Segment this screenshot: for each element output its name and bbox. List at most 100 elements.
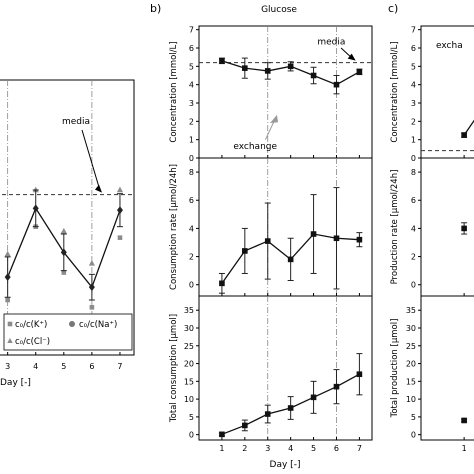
y-tick-label: 8: [411, 168, 416, 177]
legend-marker-cl: [7, 338, 13, 343]
mean-point: [32, 204, 39, 213]
data-line: [463, 119, 474, 136]
data-point: [310, 231, 317, 237]
x-tick-label: 5: [61, 362, 66, 371]
y-tick-label: 15: [406, 377, 416, 386]
y-tick-label: 7: [411, 26, 416, 35]
media-annotation: media: [317, 37, 345, 47]
y-tick-label: 3: [411, 99, 416, 108]
data-point: [333, 81, 340, 88]
legend-label-cl: c₀/c(Cl⁻): [15, 337, 50, 347]
data-point: [356, 236, 363, 243]
legend-marker-k: [7, 321, 13, 327]
x-tick-label: 5: [311, 444, 316, 453]
data-point: [219, 431, 225, 438]
mean-point: [88, 283, 95, 292]
y-tick-label: 4: [411, 224, 416, 233]
k-point: [88, 259, 95, 266]
cl-point: [61, 270, 67, 275]
panel-a-frame: [0, 79, 135, 356]
x-tick-label: 7: [117, 362, 122, 371]
y-axis-label: Total consumption [μmol]: [169, 314, 179, 423]
data-point: [333, 235, 340, 242]
exchange-arrowhead: [270, 114, 279, 124]
y-tick-label: 4: [189, 224, 194, 233]
cl-point: [5, 297, 10, 303]
y-tick-label: 35: [184, 306, 194, 315]
y-tick-label: 2: [189, 253, 194, 262]
data-point: [242, 65, 248, 71]
data-point: [310, 394, 317, 401]
data-point: [264, 411, 271, 417]
mean-point: [60, 248, 67, 257]
y-tick-label: 6: [189, 196, 194, 205]
data-point: [333, 383, 340, 390]
y-tick-label: 7: [189, 26, 194, 35]
data-point: [461, 132, 467, 138]
y-tick-label: 30: [406, 324, 416, 333]
media-arrowhead: [347, 53, 356, 61]
y-tick-label: 0: [411, 154, 416, 163]
data-point: [242, 422, 248, 429]
panel-label-c: c): [388, 2, 398, 15]
x-axis-label: Day [-]: [0, 378, 31, 388]
y-tick-label: 4: [189, 81, 194, 90]
panel-b-title: Glucose: [261, 5, 297, 15]
y-tick-label: 4: [411, 81, 416, 90]
data-point: [356, 69, 363, 75]
panel-c-total-production-frame: [420, 295, 474, 441]
media-annotation: media: [62, 117, 90, 127]
panel-b-consumption-rate-frame: [198, 157, 373, 297]
y-tick-label: 35: [406, 306, 416, 315]
y-axis-label: Production rate [μmol/24h]: [390, 170, 400, 285]
x-tick-label: 6: [334, 444, 339, 453]
y-tick-label: 0: [189, 281, 194, 290]
y-tick-label: 6: [189, 44, 194, 53]
k-point: [116, 186, 124, 193]
y-tick-label: 5: [411, 413, 416, 422]
data-point: [287, 405, 294, 411]
panel-b-concentration-frame: [198, 25, 373, 159]
panel-b-total-consumption-frame: [198, 295, 373, 441]
data-point: [461, 225, 467, 232]
y-axis-label: Consumption rate [μmol/24h]: [169, 164, 179, 290]
legend-label-na: c₀/c(Na⁺): [79, 320, 117, 330]
exchange-annotation: excha: [436, 41, 463, 51]
data-point: [287, 63, 294, 70]
data-point: [287, 256, 294, 263]
data-point: [310, 72, 317, 79]
x-tick-label: 1: [462, 444, 467, 453]
y-tick-label: 8: [189, 168, 194, 177]
x-tick-label: 6: [89, 362, 94, 371]
y-tick-label: 10: [406, 395, 416, 404]
y-tick-label: 3: [189, 99, 194, 108]
k-point: [60, 227, 67, 234]
plot-layer: 0 1 2 3 4 5 6 7 Concentration [mmol/L] media excha…: [0, 25, 474, 470]
y-tick-label: 0: [189, 431, 194, 440]
y-tick-label: 20: [406, 360, 416, 369]
data-point: [219, 58, 225, 64]
x-tick-label: 3: [5, 362, 10, 371]
mean-point: [4, 273, 11, 281]
x-tick-label: 7: [357, 444, 362, 453]
y-tick-label: 6: [411, 196, 416, 205]
y-tick-label: 2: [411, 117, 416, 126]
y-tick-label: 15: [184, 377, 194, 386]
k-point: [32, 186, 39, 193]
x-axis-label: Day [-]: [270, 460, 301, 470]
y-tick-label: 25: [184, 342, 194, 351]
data-point: [219, 280, 225, 287]
legend-box: [3, 313, 133, 351]
data-point: [242, 248, 248, 254]
y-tick-label: 5: [411, 62, 416, 71]
legend-label-k: c₀/c(K⁺): [15, 320, 47, 330]
x-tick-label: 3: [265, 444, 270, 453]
x-tick-label: 4: [33, 362, 38, 371]
y-tick-label: 2: [411, 253, 416, 262]
y-tick-label: 10: [184, 395, 194, 404]
y-tick-label: 30: [184, 324, 194, 333]
y-tick-label: 6: [411, 44, 416, 53]
y-tick-label: 1: [189, 136, 194, 145]
y-tick-label: 25: [406, 342, 416, 351]
